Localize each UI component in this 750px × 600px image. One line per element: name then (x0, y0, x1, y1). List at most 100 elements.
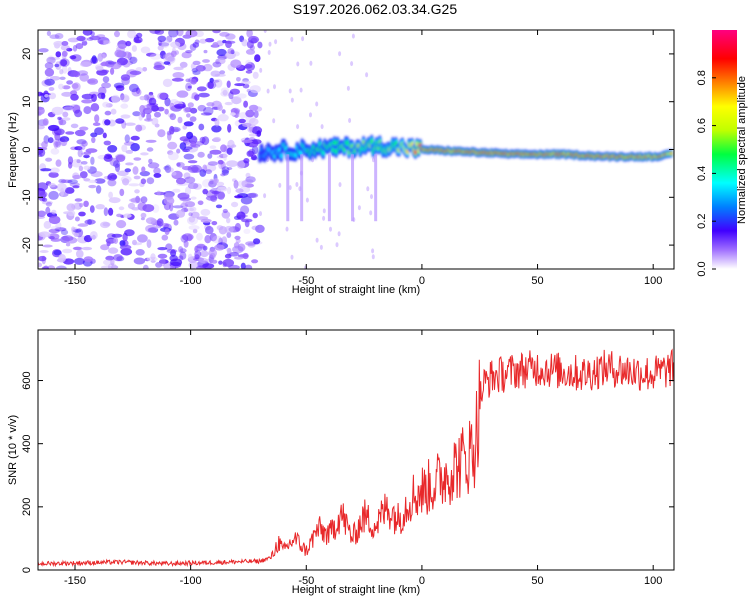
noise-blob (102, 222, 111, 227)
noise-blob (190, 63, 196, 70)
noise-blob (224, 225, 234, 234)
noise-blob (123, 213, 132, 218)
noise-blob (219, 32, 230, 37)
noise-blob (222, 208, 228, 214)
noise-blob (210, 259, 218, 264)
noise-blob (110, 61, 122, 70)
noise-blob (192, 60, 201, 66)
noise-blob (329, 226, 332, 232)
noise-blob (181, 51, 192, 59)
noise-blob (64, 187, 75, 194)
noise-blob (65, 242, 71, 247)
noise-blob (155, 262, 163, 268)
noise-blob (240, 205, 250, 215)
snr-frame (37, 329, 675, 571)
noise-blob (182, 165, 193, 171)
ridge-core (346, 140, 349, 146)
noise-blob (184, 146, 193, 150)
colorbar-gradient (712, 30, 737, 269)
noise-blob (170, 258, 183, 267)
noise-blob (226, 217, 231, 224)
noise-blob (83, 106, 92, 115)
noise-blob (128, 198, 140, 202)
noise-blob (227, 123, 232, 133)
noise-blob (168, 152, 179, 161)
y-tick-label: -10 (21, 189, 33, 205)
noise-blob (42, 118, 49, 126)
noise-blob (120, 114, 131, 119)
noise-blob (125, 40, 132, 47)
noise-blob (207, 81, 214, 89)
noise-blob (124, 134, 130, 143)
noise-blob (78, 165, 84, 172)
noise-blob (309, 112, 312, 118)
noise-blob (184, 176, 196, 184)
noise-blob (71, 158, 83, 168)
noise-blob (263, 30, 267, 33)
noise-blob (74, 129, 86, 137)
noise-blob (198, 257, 208, 264)
noise-blob (116, 220, 127, 229)
colorbar-tick-label: 0.6 (696, 118, 708, 133)
noise-blob (115, 154, 126, 162)
noise-blob (217, 104, 223, 111)
noise-blob (217, 186, 228, 192)
noise-blob (67, 179, 78, 185)
ridge-core (370, 138, 374, 144)
noise-blob (99, 69, 110, 74)
noise-blob (144, 118, 154, 122)
noise-blob (162, 222, 170, 229)
noise-blob (290, 254, 294, 260)
noise-blob (151, 105, 160, 112)
ridge-core (279, 153, 283, 159)
noise-blob (102, 101, 110, 108)
noise-blob (218, 260, 223, 265)
noise-blob (171, 170, 183, 180)
noise-blob (167, 113, 174, 118)
noise-blob (157, 247, 168, 251)
noise-blob (241, 139, 253, 143)
noise-blob (74, 198, 83, 202)
noise-blob (100, 265, 113, 269)
noise-blob (166, 249, 178, 254)
noise-blob (153, 167, 161, 175)
noise-blob (240, 196, 253, 205)
noise-blob (120, 103, 129, 109)
noise-blob (237, 93, 247, 99)
noise-blob (136, 32, 143, 38)
noise-blob (62, 248, 73, 254)
noise-blob (187, 102, 194, 108)
noise-blob (290, 97, 294, 103)
noise-blob (138, 112, 143, 121)
noise-blob (188, 225, 200, 231)
noise-blob (154, 111, 161, 118)
noise-blob (253, 110, 259, 118)
noise-blob (48, 215, 61, 225)
noise-blob (207, 161, 218, 166)
noise-blob (59, 136, 70, 143)
noise-blob (95, 185, 102, 194)
noise-blob (83, 235, 93, 243)
noise-blob (134, 189, 140, 194)
noise-blob (251, 225, 260, 231)
ridge-core (669, 151, 673, 155)
noise-blob (157, 92, 167, 100)
y-tick-label: 0 (21, 146, 33, 152)
noise-blob (252, 106, 263, 112)
noise-blob (226, 232, 232, 238)
chart-title: S197.2026.062.03.34.G25 (293, 1, 457, 17)
noise-blob (185, 78, 191, 83)
noise-blob (67, 156, 74, 165)
noise-blob (245, 49, 256, 55)
noise-blob (150, 253, 156, 261)
noise-blob (40, 168, 52, 172)
noise-blob (226, 248, 232, 253)
noise-blob (102, 76, 110, 83)
noise-blob (54, 227, 67, 232)
noise-blob (115, 118, 125, 124)
noise-blob (106, 174, 112, 181)
noise-blob (70, 93, 79, 101)
noise-blob (67, 37, 79, 43)
noise-blob (89, 205, 95, 213)
noise-blob (192, 42, 200, 48)
